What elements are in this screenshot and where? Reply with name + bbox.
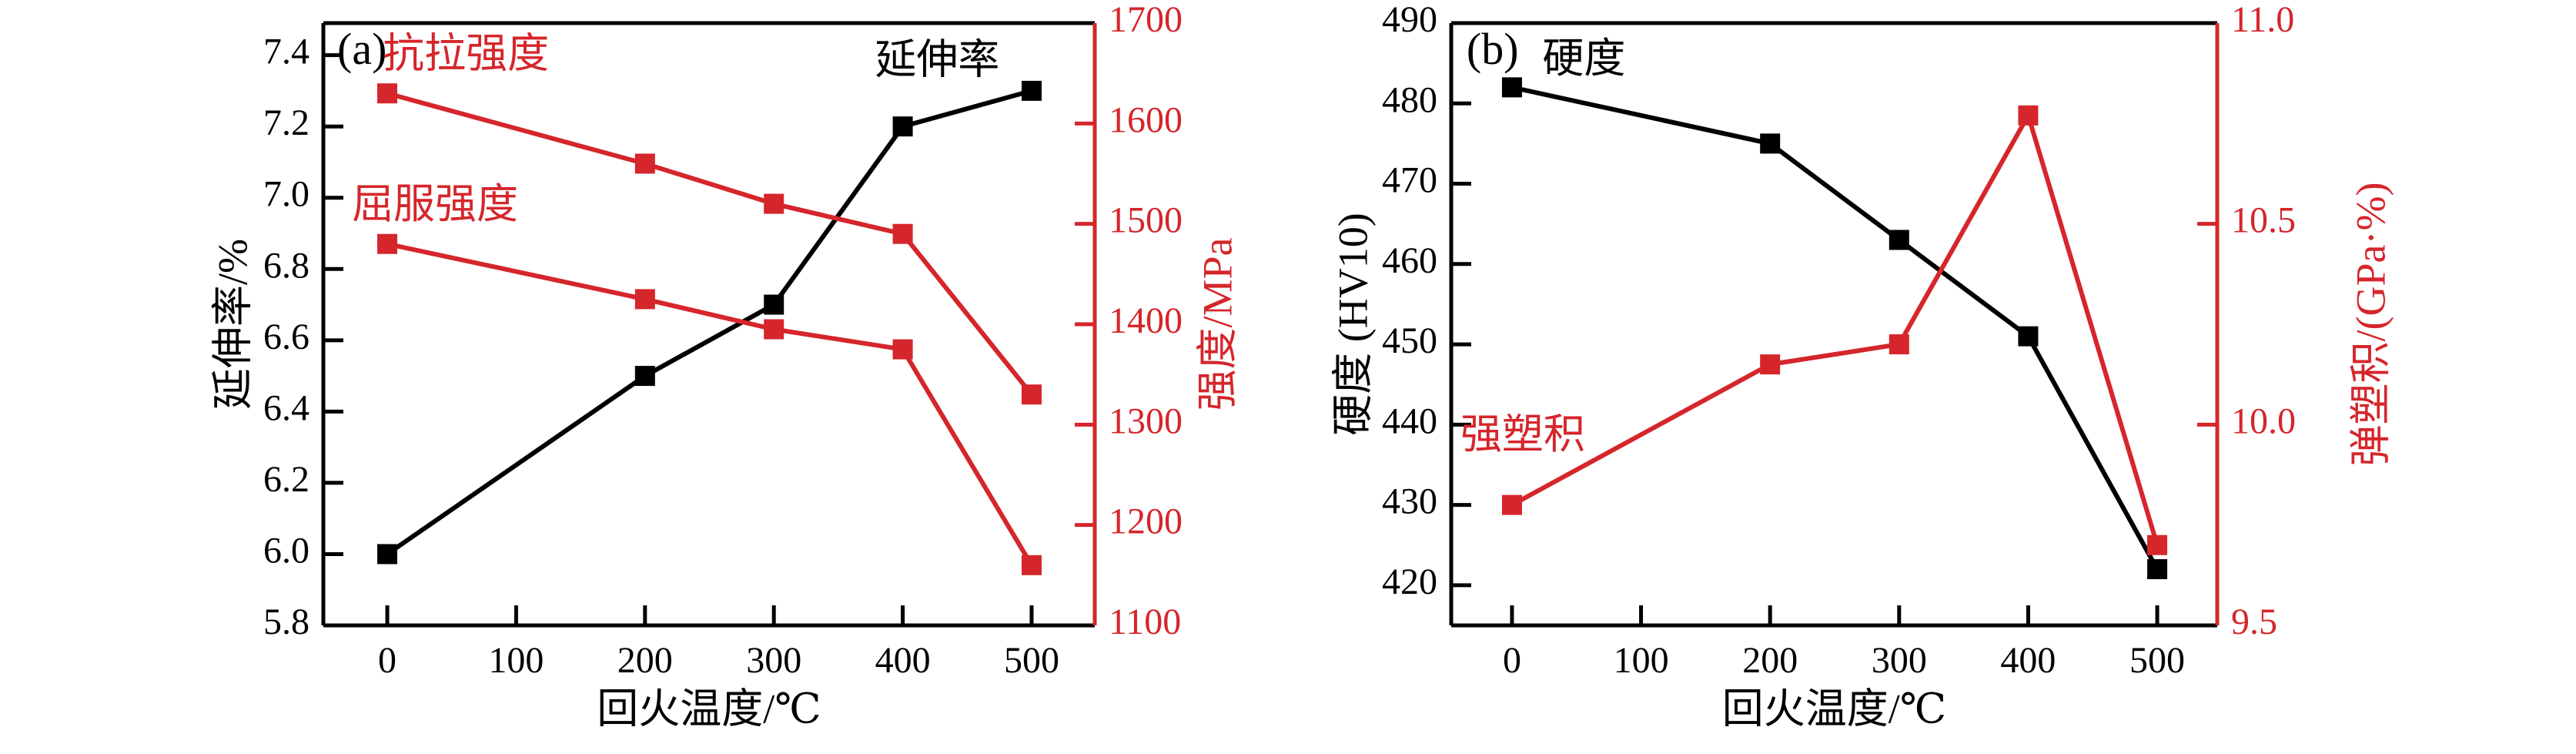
right-axis-tick-label: 1100: [1109, 602, 1181, 642]
x-axis-tick-label: 400: [2000, 640, 2056, 681]
left-axis-tick-label: 6.0: [263, 530, 309, 571]
x-axis-tick-label: 400: [875, 640, 931, 681]
left-axis-tick-label: 6.4: [263, 387, 309, 428]
left-axis-tick-label: 440: [1382, 400, 1437, 441]
right-axis-tick-label: 1700: [1109, 0, 1183, 40]
right-axis-tick-label: 11.0: [2231, 0, 2294, 40]
series-yield-strength-marker: [764, 319, 785, 340]
left-axis-tick-label: 7.4: [263, 32, 309, 72]
x-axis-tick-label: 0: [378, 640, 396, 681]
x-axis-tick-label: 100: [1614, 640, 1669, 681]
right-axis-tick-label: 1400: [1109, 300, 1183, 341]
right-axis-tick-label: 10.5: [2231, 200, 2296, 241]
panel-b-label: (b): [1467, 24, 1519, 74]
series-elongation-marker: [377, 544, 398, 565]
elongation-label: 延伸率: [875, 37, 999, 83]
left-axis-tick-label: 6.8: [263, 245, 309, 286]
right-axis-title: 强度/MPa: [1194, 237, 1240, 411]
left-axis-tick-label: 430: [1382, 481, 1437, 522]
right-axis-title: 弹塑积/(GPa·%): [2347, 183, 2394, 467]
left-axis-tick-label: 5.8: [263, 602, 309, 642]
strength-ductility-product-label: 强塑积: [1460, 411, 1585, 457]
series-yield-strength-marker: [892, 339, 913, 360]
left-axis-tick-label: 420: [1382, 561, 1437, 602]
x-axis-tick-label: 500: [1004, 640, 1059, 681]
yield-strength-label: 屈服强度: [352, 181, 518, 227]
right-axis-tick-label: 1500: [1109, 200, 1183, 241]
series-elongation-marker: [892, 116, 913, 137]
series-tensile-strength-marker: [377, 83, 398, 104]
series-elongation-marker: [634, 366, 655, 387]
series-strength-ductility-product-marker: [1501, 494, 1522, 515]
x-axis-tick-label: 300: [746, 640, 801, 681]
series-strength-ductility-product-marker: [1760, 354, 1781, 375]
series-hardness-marker: [1889, 230, 1909, 250]
hardness-label: 硬度: [1542, 35, 1625, 82]
right-axis-tick-label: 1600: [1109, 99, 1183, 140]
left-axis-title: 延伸率/%: [209, 239, 256, 410]
right-axis-tick-label: 10.0: [2231, 400, 2296, 441]
panel-a-label: (a): [337, 24, 386, 74]
series-hardness-marker: [2147, 559, 2168, 580]
left-axis-tick-label: 490: [1382, 0, 1437, 40]
right-axis-tick-label: 9.5: [2231, 602, 2277, 642]
series-strength-ductility-product-marker: [1889, 334, 1909, 355]
x-axis-tick-label: 500: [2129, 640, 2185, 681]
x-axis-tick-label: 300: [1872, 640, 1927, 681]
series-hardness-marker: [1760, 133, 1781, 154]
series-tensile-strength-marker: [764, 193, 785, 214]
panel-b-chart: 420 430 440 450 460 470 480 490 9.5 10.0 10.5 11.0 0…: [1330, 0, 2394, 732]
left-axis-tick-label: 460: [1382, 240, 1437, 281]
right-axis-tick-label: 1200: [1109, 501, 1183, 542]
left-axis-tick-label: 470: [1382, 160, 1437, 201]
panel-a-chart: 5.8 6.0 6.2 6.4 6.6 6.8 7.0 7.2 7.4 1100 1200 1300 1…: [209, 0, 1240, 732]
series-tensile-strength-marker: [892, 223, 913, 244]
series-yield-strength-marker: [1021, 555, 1042, 575]
x-axis-title: 回火温度/℃: [1722, 685, 1946, 732]
series-yield-strength-marker: [377, 233, 398, 254]
series-hardness-marker: [2018, 326, 2039, 347]
x-axis-tick-label: 100: [488, 640, 544, 681]
x-axis-tick-label: 200: [1742, 640, 1798, 681]
series-yield-strength-marker: [634, 289, 655, 310]
left-axis-title: 硬度 (HV10): [1330, 213, 1376, 435]
series-strength-ductility-product-marker: [2147, 535, 2168, 555]
left-axis-tick-label: 480: [1382, 79, 1437, 120]
series-hardness-marker: [1501, 77, 1522, 98]
left-axis-tick-label: 7.2: [263, 102, 309, 143]
x-axis-tick-label: 0: [1503, 640, 1521, 681]
series-strength-ductility-product-marker: [2018, 105, 2039, 126]
left-axis-tick-label: 6.2: [263, 459, 309, 500]
left-axis-tick-label: 6.6: [263, 317, 309, 357]
series-tensile-strength-marker: [634, 153, 655, 174]
left-axis-tick-label: 450: [1382, 320, 1437, 361]
series-elongation-marker: [1021, 80, 1042, 101]
series-tensile-strength-marker: [1021, 384, 1042, 405]
tensile-strength-label: 抗拉强度: [383, 31, 549, 77]
right-axis-tick-label: 1300: [1109, 400, 1183, 441]
left-axis-tick-label: 7.0: [263, 174, 309, 215]
series-elongation-marker: [764, 294, 785, 315]
x-axis-title: 回火温度/℃: [597, 685, 821, 732]
x-axis-tick-label: 200: [617, 640, 673, 681]
